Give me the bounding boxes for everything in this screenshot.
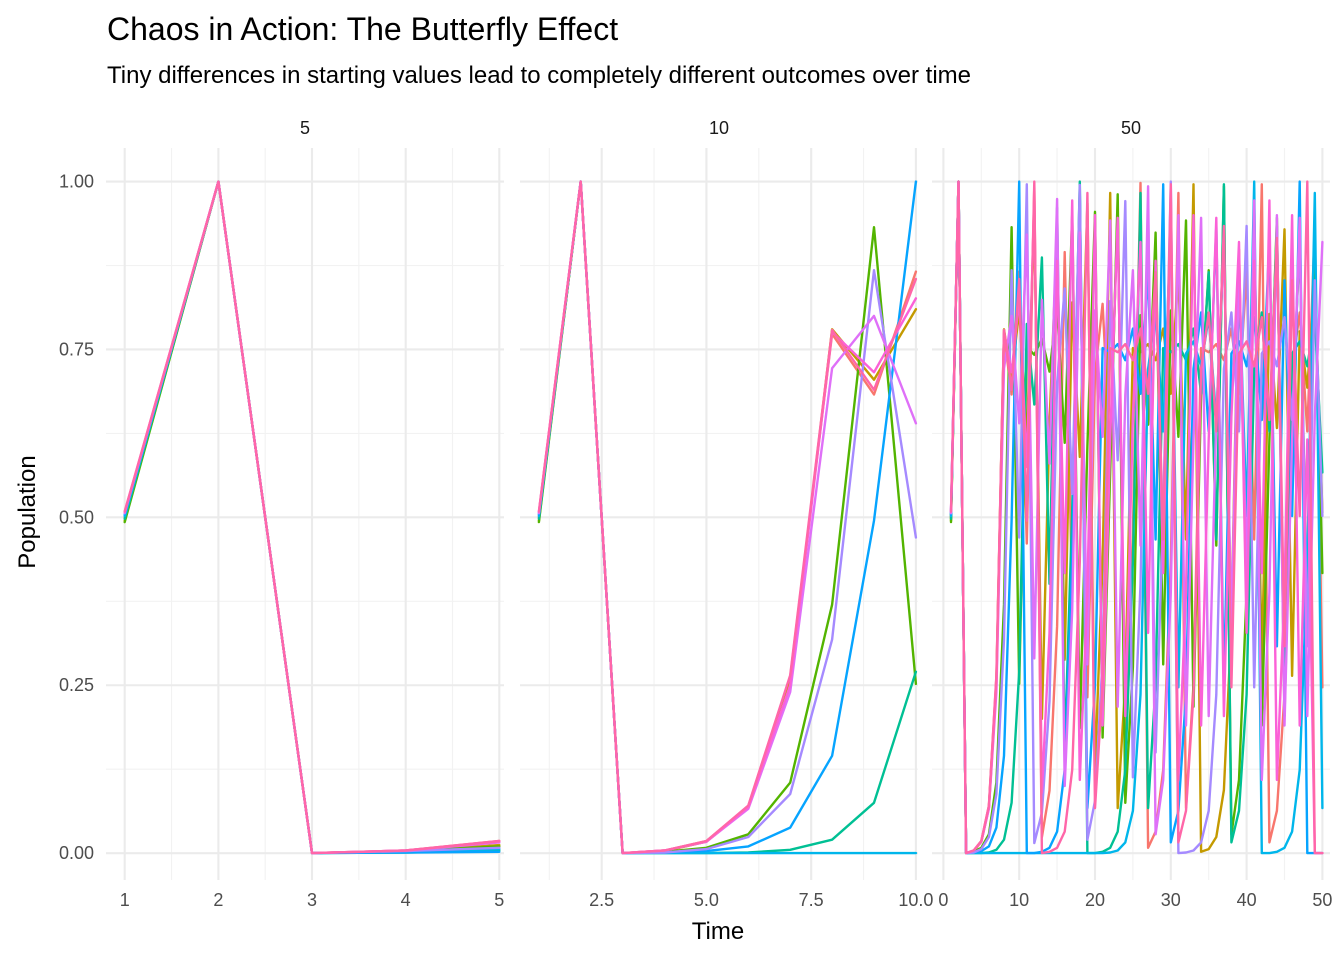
y-tick-label: 0.75: [59, 339, 94, 359]
chart-subtitle: Tiny differences in starting values lead…: [107, 62, 971, 89]
series-line-8: [949, 180, 1324, 855]
x-axis-title: Time: [692, 918, 744, 945]
x-tick-label: 2: [213, 890, 223, 910]
x-tick-label: 0: [938, 890, 948, 910]
y-tick-label: 1.00: [59, 172, 94, 192]
x-tick-label: 10.0: [898, 890, 933, 910]
x-tick-label: 20: [1085, 890, 1105, 910]
x-tick-label: 1: [120, 890, 130, 910]
facet-panel-5: 5 1 2 3 4 5: [106, 118, 504, 910]
y-tick-label: 0.00: [59, 843, 94, 863]
series-line-7: [949, 180, 1324, 855]
x-tick-label: 4: [401, 890, 411, 910]
x-tick-label: 40: [1237, 890, 1257, 910]
y-tick-label: 0.25: [59, 675, 94, 695]
series-line-10: [537, 180, 918, 855]
chart-title: Chaos in Action: The Butterfly Effect: [107, 11, 618, 47]
x-tick-label: 30: [1161, 890, 1181, 910]
facet-strip-label: 10: [709, 118, 729, 138]
series-line-10: [123, 180, 501, 855]
x-tick-label: 10: [1009, 890, 1029, 910]
x-tick-label: 50: [1312, 890, 1332, 910]
facet-panel-50: 50 0 10 20 30 40 50: [932, 118, 1332, 910]
y-tick-label: 0.50: [59, 507, 94, 527]
x-tick-label: 2.5: [589, 890, 614, 910]
facet-panels: 0.00 0.25 0.50 0.75 1.00 5 1 2 3 4 5 10 2.5 5.0 7.5 10.…: [59, 118, 1332, 910]
x-tick-label: 3: [307, 890, 317, 910]
facet-strip-label: 5: [300, 118, 310, 138]
y-axis-title: Population: [14, 455, 41, 568]
series-line-10: [949, 180, 1324, 855]
facet-panel-10: 10 2.5 5.0 7.5 10.0: [520, 118, 933, 910]
x-tick-label: 7.5: [799, 890, 824, 910]
facet-strip-label: 50: [1121, 118, 1141, 138]
x-tick-label: 5: [494, 890, 504, 910]
x-tick-label: 5.0: [694, 890, 719, 910]
